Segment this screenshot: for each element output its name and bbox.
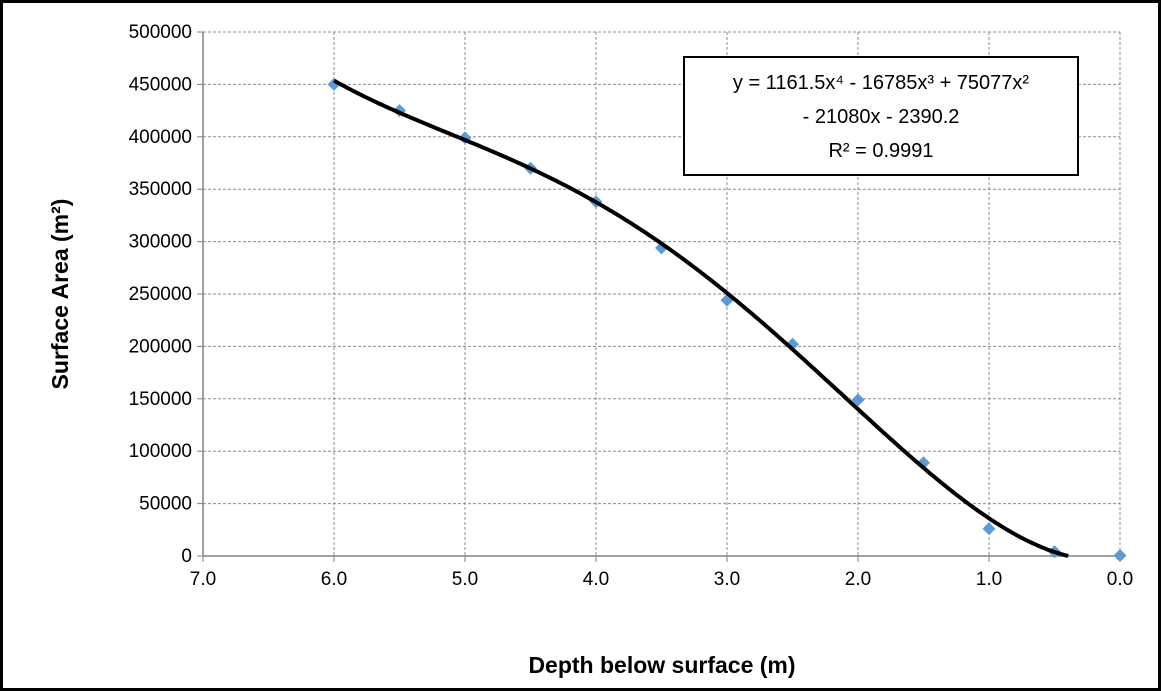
y-tick-label: 300000 [129, 232, 192, 253]
x-tick-label: 5.0 [452, 569, 478, 590]
y-tick-label: 200000 [129, 336, 192, 357]
y-tick-label: 450000 [129, 74, 192, 95]
data-point [851, 393, 865, 407]
r-squared-label: R² = 0.9991 [828, 140, 933, 162]
y-tick-label: 0 [181, 546, 192, 567]
trendline [333, 78, 1069, 558]
y-tick-label: 100000 [129, 441, 192, 462]
y-tick-label: 250000 [129, 284, 192, 305]
y-tick-label: 500000 [129, 22, 192, 43]
x-tick-label: 1.0 [976, 569, 1002, 590]
x-tick-label: 3.0 [714, 569, 740, 590]
x-tick-label: 0.0 [1107, 569, 1133, 590]
y-tick-label: 150000 [129, 389, 192, 410]
x-tick-label: 2.0 [845, 569, 871, 590]
axes [197, 31, 1121, 562]
data-point [1113, 548, 1127, 562]
y-tick-label: 50000 [139, 494, 192, 515]
y-tick-label: 350000 [129, 179, 192, 200]
equation-box: y = 1161.5x⁴ - 16785x³ + 75077x² - 21080… [683, 56, 1079, 176]
data-point [982, 522, 996, 536]
y-axis-title: Surface Area (m²) [47, 199, 73, 390]
equation-line-2: - 21080x - 2390.2 [803, 106, 960, 128]
x-tick-label: 4.0 [583, 569, 609, 590]
x-axis-title: Depth below surface (m) [528, 652, 795, 678]
x-tick-label: 7.0 [190, 569, 216, 590]
x-tick-label: 6.0 [321, 569, 347, 590]
y-tick-label: 400000 [129, 127, 192, 148]
tick-labels: 0 50000 100000 150000 200000 250000 300000 3500… [129, 22, 1134, 590]
equation-line-1: y = 1161.5x⁴ - 16785x³ + 75077x² [733, 72, 1030, 94]
